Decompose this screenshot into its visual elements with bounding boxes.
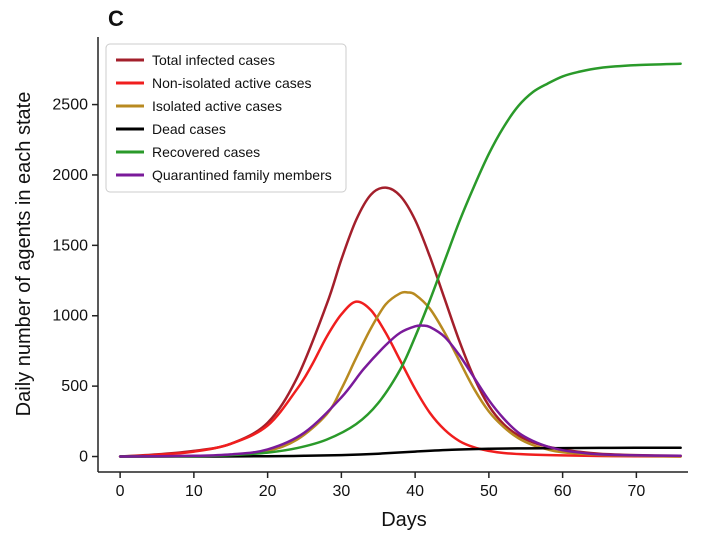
x-axis-label: Days [381,509,427,531]
x-ticks: 0 10 20 30 40 50 60 70 [116,472,645,500]
legend-label-total-infected-cases: Total infected cases [152,52,275,68]
x-tick-label: 0 [116,483,125,500]
series-line-isolated-active-cases [118,290,682,458]
legend-items: Total infected cases Non-isolated active … [116,52,332,183]
series-line-non-isolated-active-cases [118,300,682,458]
legend-label-dead-cases: Dead cases [152,121,226,137]
legend-label-recovered-cases: Recovered cases [152,144,260,160]
y-tick-label: 1500 [52,237,88,254]
legend-label-quarantined-family-members: Quarantined family members [152,167,332,183]
y-tick-label: 1000 [52,308,88,325]
series-layer [118,62,682,458]
x-tick-label: 40 [406,483,424,500]
series-line-recovered-cases [118,62,682,458]
y-tick-label: 2000 [52,167,88,184]
x-tick-label: 60 [554,483,572,500]
y-axis-label: Daily number of agents in each state [13,92,35,417]
y-tick-label: 500 [61,378,88,395]
y-tick-label: 0 [79,449,88,466]
panel-label: C [108,6,124,31]
legend-label-non-isolated-active-cases: Non-isolated active cases [152,75,312,91]
series-line-total-infected-cases [118,186,682,458]
series-line-dead-cases [118,446,682,458]
y-ticks: 0 500 1000 1500 2000 2500 [52,97,98,466]
series-line-quarantined-family-members [118,324,682,458]
y-tick-label: 2500 [52,97,88,114]
x-tick-label: 20 [259,483,277,500]
x-tick-label: 50 [480,483,498,500]
legend: Total infected cases Non-isolated active … [105,43,347,193]
x-tick-label: 30 [332,483,350,500]
legend-box [105,43,347,193]
x-tick-label: 10 [185,483,203,500]
legend-label-isolated-active-cases: Isolated active cases [152,98,282,114]
x-tick-label: 70 [627,483,645,500]
